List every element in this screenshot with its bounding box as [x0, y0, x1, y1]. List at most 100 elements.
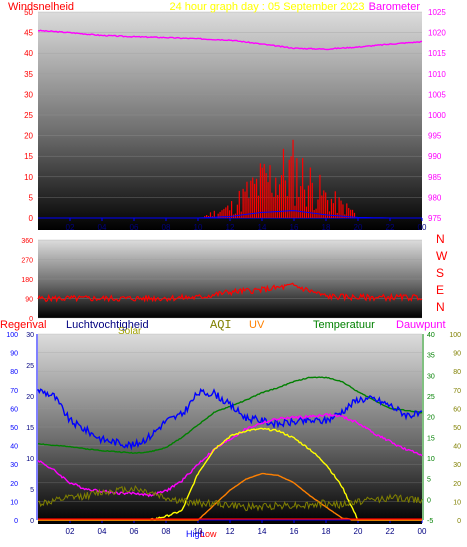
wind-direction-line [37, 282, 423, 303]
windspeed-tick-label: 40 [24, 49, 33, 58]
rain-tick-label: 70 [10, 388, 18, 395]
windspeed-average-line [38, 210, 422, 219]
barometer-tick-label: 980 [428, 193, 442, 202]
humidity-tick-label: 25 [26, 363, 34, 370]
hour-tick-label: 10 [194, 223, 203, 232]
solar-tick-label: 80 [453, 369, 461, 376]
compass-label: N [436, 300, 445, 314]
solar-tick-label: 20 [453, 481, 461, 488]
solar-tick-label: 30 [453, 462, 461, 469]
wind-baro-plot-area [38, 12, 422, 230]
temperature-tick-label: 15 [427, 435, 435, 442]
wind-direction-tick-label: 360 [21, 238, 33, 245]
uv-line [38, 472, 422, 521]
hour-tick-label: 02 [66, 223, 75, 232]
hour-tick-label: 16 [290, 223, 299, 232]
temperature-tick-label: -5 [427, 518, 433, 525]
windspeed-tick-label: 10 [24, 173, 33, 182]
hour-tick-label: 14 [258, 527, 267, 536]
compass-label: N [436, 232, 445, 246]
hour-tick-label: 22 [386, 527, 395, 536]
rain-tick-label: 0 [14, 518, 18, 525]
windspeed-tick-label: 35 [24, 70, 33, 79]
barometer-tick-label: 1010 [428, 70, 446, 79]
windspeed-axis-title: Windsnelheid [8, 1, 74, 13]
temperature-tick-label: 30 [427, 373, 435, 380]
rain-tick-label: 60 [10, 406, 18, 413]
barometer-tick-label: 985 [428, 173, 442, 182]
temperature-tick-label: 20 [427, 415, 435, 422]
barometer-axis-title: Barometer [369, 1, 421, 13]
solar-tick-label: 70 [453, 388, 461, 395]
windspeed-tick-label: 20 [24, 132, 33, 141]
windspeed-tick-label: 25 [24, 111, 33, 120]
hour-tick-label: 00 [418, 223, 427, 232]
hour-tick-label: 08 [162, 223, 171, 232]
barometer-tick-label: 990 [428, 152, 442, 161]
rain-tick-label: 100 [6, 332, 18, 339]
humidity-axis-title: Luchtvochtigheid [66, 319, 149, 331]
humidity-tick-label: 5 [30, 487, 34, 494]
temperature-tick-label: 5 [427, 477, 431, 484]
combined-plot-area [38, 334, 422, 524]
hour-tick-label: 06 [130, 223, 139, 232]
windspeed-tick-label: 50 [24, 8, 33, 17]
windspeed-tick-label: 30 [24, 90, 33, 99]
temperature-tick-label: 0 [427, 497, 431, 504]
hour-tick-label: 08 [162, 527, 171, 536]
windspeed-tick-label: 45 [24, 29, 33, 38]
solar-tick-label: 60 [453, 406, 461, 413]
barometer-tick-label: 1025 [428, 8, 446, 17]
humidity-tick-label: 0 [30, 518, 34, 525]
compass-label: S [436, 266, 444, 280]
temperature-tick-label: 40 [427, 332, 435, 339]
windspeed-tick-label: 0 [29, 214, 34, 223]
hour-tick-label: 04 [98, 527, 107, 536]
barometer-tick-label: 1000 [428, 111, 446, 120]
temperature-axis-title: Temperatuur [313, 319, 375, 331]
rain-tick-label: 10 [10, 499, 18, 506]
hour-tick-label: 12 [226, 223, 235, 232]
aqi-label: AQI [210, 318, 232, 332]
hour-tick-label: 16 [290, 527, 299, 536]
temperature-line [37, 376, 423, 455]
rain-tick-label: 30 [10, 462, 18, 469]
rain-tick-label: 90 [10, 351, 18, 358]
solar-label: Solar [118, 326, 142, 337]
rain-tick-label: 50 [10, 425, 18, 432]
windspeed-tick-label: 5 [29, 193, 34, 202]
wind-direction-tick-label: 270 [21, 258, 33, 265]
compass-label: W [436, 249, 448, 263]
uv-label: UV [249, 319, 265, 331]
hour-tick-label: 00 [418, 527, 427, 536]
rain-tick-label: 20 [10, 481, 18, 488]
hour-tick-label: 02 [66, 527, 75, 536]
hour-tick-label: 04 [98, 223, 107, 232]
rain-tick-label: 80 [10, 369, 18, 376]
hour-tick-label: 10 [194, 527, 203, 536]
solar-tick-label: 90 [453, 351, 461, 358]
barometer-tick-label: 1015 [428, 49, 446, 58]
hour-tick-label: 22 [386, 223, 395, 232]
solar-tick-label: 0 [457, 518, 461, 525]
humidity-line [37, 387, 423, 451]
aqi-line [37, 484, 423, 512]
solar-tick-label: 40 [453, 444, 461, 451]
low-label: Low [200, 529, 217, 539]
hour-tick-label: 06 [130, 527, 139, 536]
temperature-tick-label: 10 [427, 456, 435, 463]
solar-tick-label: 50 [453, 425, 461, 432]
hour-tick-label: 18 [322, 527, 331, 536]
chart-title: 24 hour graph day : 05 September 2023 [169, 1, 364, 13]
windspeed-tick-label: 15 [24, 152, 33, 161]
solar-tick-label: 100 [449, 332, 461, 339]
dewpoint-axis-title: Dauwpunt [396, 319, 446, 331]
humidity-tick-label: 30 [26, 332, 34, 339]
barometer-line [37, 29, 423, 51]
barometer-tick-label: 1005 [428, 90, 446, 99]
dewpoint-line [37, 412, 423, 498]
high-label: High [186, 529, 205, 539]
wind-direction-tick-label: 180 [21, 277, 33, 284]
wind-direction-tick-label: 90 [25, 297, 33, 304]
